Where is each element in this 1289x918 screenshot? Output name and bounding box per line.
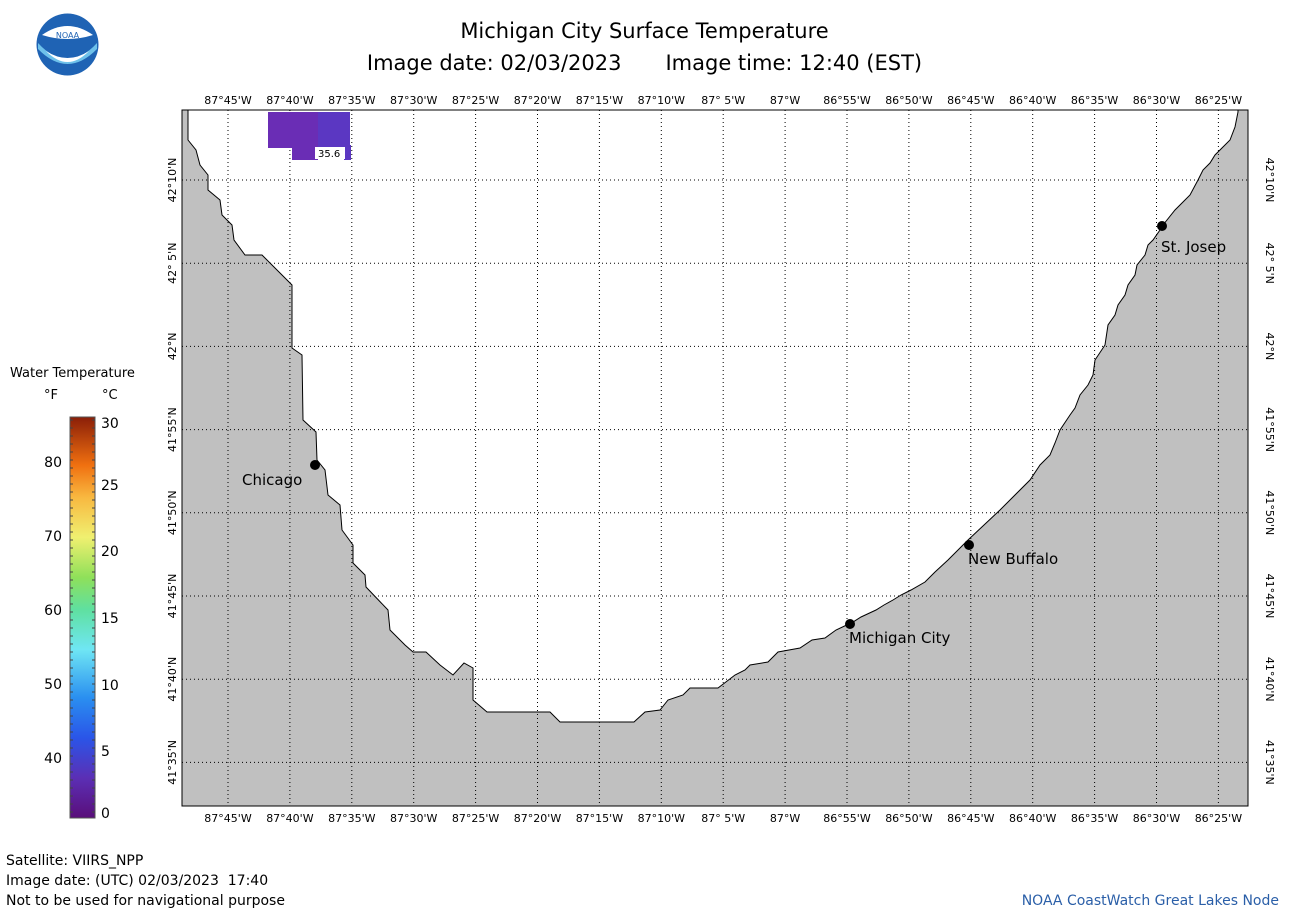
lat-label: 41°35'N <box>166 740 179 785</box>
lat-labels-left: 42°10'N 42° 5'N 42°N 41°55'N 41°50'N 41°45'N 4… <box>166 158 179 785</box>
image-time: Image time: 12:40 (EST) <box>665 51 923 75</box>
sample-label: 35.6 <box>318 149 340 160</box>
legend-c-label: 15 <box>101 611 119 627</box>
lat-label: 41°40'N <box>1263 657 1276 702</box>
lat-label: 41°55'N <box>1263 407 1276 452</box>
image-date: Image date: 02/03/2023 <box>366 51 622 75</box>
sst-patch <box>292 112 318 160</box>
footer-disclaimer: Not to be used for navigational purpose <box>6 893 285 909</box>
lon-label: 87° 5'W <box>701 94 745 107</box>
legend-c-label: 10 <box>101 678 119 694</box>
lat-label: 42°10'N <box>166 158 179 203</box>
lon-label: 87°20'W <box>514 812 562 825</box>
city-label-chicago: Chicago <box>242 471 302 489</box>
lon-label: 86°40'W <box>1009 94 1057 107</box>
lat-label: 42°N <box>166 333 179 361</box>
lon-label: 87°W <box>770 812 800 825</box>
footer-credit: NOAA CoastWatch Great Lakes Node <box>1021 893 1279 909</box>
legend-f-label: 80 <box>44 455 62 471</box>
lon-label: 87° 5'W <box>701 812 745 825</box>
lon-labels-bottom: 87°45'W 87°40'W 87°35'W 87°30'W 87°25'W 87°20… <box>204 812 1242 825</box>
land-area <box>182 110 1248 806</box>
map-subtitle: Image date: 02/03/2023 Image time: 12:40 … <box>0 51 1289 75</box>
lon-label: 87°45'W <box>204 94 252 107</box>
lat-label: 42° 5'N <box>1263 243 1276 284</box>
city-marker-michigan-city <box>845 619 855 629</box>
map-title: Michigan City Surface Temperature <box>460 19 829 43</box>
lon-label: 86°25'W <box>1195 94 1243 107</box>
legend-c-label: 0 <box>101 806 110 822</box>
lon-label: 87°35'W <box>328 812 376 825</box>
lon-label: 87°10'W <box>638 812 686 825</box>
legend-c-label: 5 <box>101 744 110 760</box>
lon-label: 86°30'W <box>1133 94 1181 107</box>
legend-c-label: 25 <box>101 478 119 494</box>
footer-satellite: Satellite: VIIRS_NPP <box>6 853 144 869</box>
lon-label: 87°15'W <box>576 94 624 107</box>
lon-label: 87°25'W <box>452 94 500 107</box>
legend-title: Water Temperature <box>10 366 135 381</box>
lon-label: 87°30'W <box>390 812 438 825</box>
legend-f-label: 60 <box>44 603 62 619</box>
logo-text: NOAA <box>56 31 80 40</box>
lon-label: 86°45'W <box>947 812 995 825</box>
noaa-logo: NOAA <box>36 13 99 76</box>
lon-label: 86°40'W <box>1009 812 1057 825</box>
lat-label: 41°40'N <box>166 657 179 702</box>
footer-utc-date: Image date: (UTC) 02/03/2023 17:40 <box>6 873 269 889</box>
city-marker-new-buffalo <box>964 540 974 550</box>
lon-label: 86°25'W <box>1195 812 1243 825</box>
map-frame <box>181 109 1249 807</box>
lon-label: 86°55'W <box>823 812 871 825</box>
sst-patch <box>318 112 350 148</box>
lat-label: 42°10'N <box>1263 158 1276 203</box>
sst-patch <box>344 145 351 160</box>
lon-label: 87°25'W <box>452 812 500 825</box>
lat-label: 41°35'N <box>1263 740 1276 785</box>
city-marker-chicago <box>310 460 320 470</box>
lon-label: 87°15'W <box>576 812 624 825</box>
lat-label: 41°50'N <box>166 490 179 535</box>
lon-label: 87°20'W <box>514 94 562 107</box>
legend-unit-f: °F <box>44 388 58 403</box>
lon-label: 86°50'W <box>885 94 933 107</box>
graticule <box>182 110 1248 806</box>
lon-label: 86°55'W <box>823 94 871 107</box>
legend-c-label: 20 <box>101 544 119 560</box>
lon-label: 86°35'W <box>1071 812 1119 825</box>
city-label-st-joseph: St. Josep <box>1161 238 1226 256</box>
legend-color-bar <box>69 416 96 819</box>
lat-labels-right: 42°10'N 42° 5'N 42°N 41°55'N 41°50'N 41°45'N 4… <box>1263 158 1276 785</box>
lat-label: 42°N <box>1263 333 1276 361</box>
city-marker-st-joseph <box>1157 221 1167 231</box>
sst-patch <box>268 112 292 148</box>
lon-label: 86°35'W <box>1071 94 1119 107</box>
legend-c-label: 30 <box>101 416 119 432</box>
lat-label: 41°45'N <box>166 574 179 619</box>
lon-label: 87°45'W <box>204 812 252 825</box>
city-label-michigan-city: Michigan City <box>849 629 951 647</box>
city-label-new-buffalo: New Buffalo <box>968 550 1058 568</box>
lon-label: 86°50'W <box>885 812 933 825</box>
lon-label: 87°W <box>770 94 800 107</box>
lon-label: 87°35'W <box>328 94 376 107</box>
legend-unit-c: °C <box>102 388 118 403</box>
lon-label: 86°45'W <box>947 94 995 107</box>
lat-label: 41°45'N <box>1263 574 1276 619</box>
legend-f-label: 70 <box>44 529 62 545</box>
lon-label: 87°30'W <box>390 94 438 107</box>
lon-labels-top: 87°45'W 87°40'W 87°35'W 87°30'W 87°25'W 87°20… <box>204 94 1242 107</box>
sample-label-bg <box>315 147 345 159</box>
lon-label: 86°30'W <box>1133 812 1181 825</box>
lon-label: 87°10'W <box>638 94 686 107</box>
legend-f-label: 40 <box>44 751 62 767</box>
lat-label: 41°55'N <box>166 407 179 452</box>
lon-label: 87°40'W <box>266 94 314 107</box>
legend-f-label: 50 <box>44 677 62 693</box>
lat-label: 41°50'N <box>1263 490 1276 535</box>
legend-ticks <box>70 419 95 813</box>
lon-label: 87°40'W <box>266 812 314 825</box>
lat-label: 42° 5'N <box>166 243 179 284</box>
